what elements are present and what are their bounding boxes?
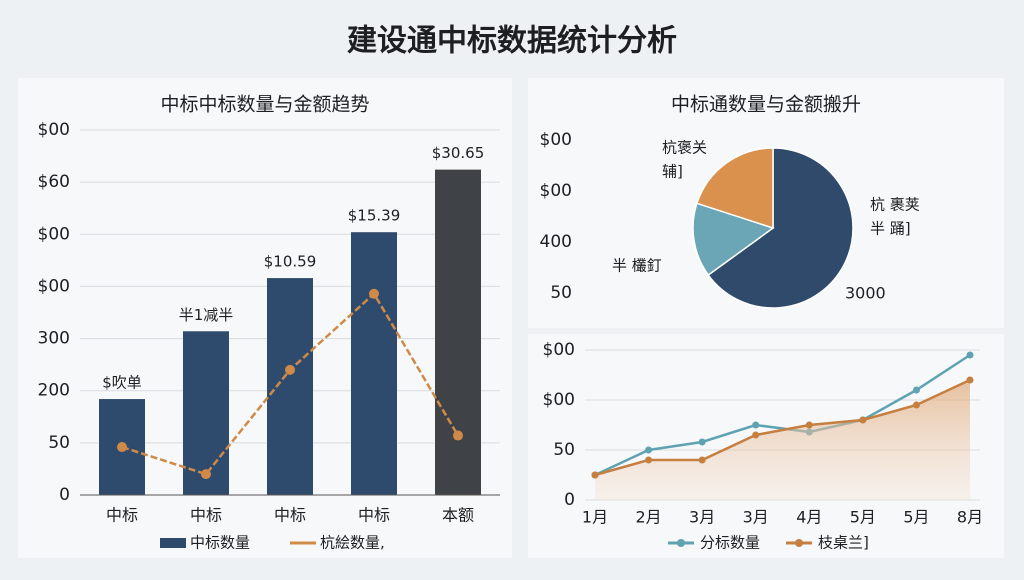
bar — [267, 278, 313, 495]
y-tick-label: 0 — [564, 490, 575, 510]
chart-title: 中标中标数量与金额趋势 — [160, 94, 369, 116]
y-tick-label: $00 — [543, 340, 575, 360]
line — [594, 353, 971, 477]
side-label: 400 — [540, 232, 572, 252]
legend-dot — [795, 539, 803, 547]
page-title: 建设通中标数据统计分析 — [347, 24, 677, 59]
bar-label: 半1减半 — [179, 306, 234, 324]
point — [698, 456, 706, 464]
legend-label: 杭絵数量, — [320, 534, 385, 552]
bar-label: $15.39 — [348, 207, 401, 225]
x-tick-label: 5月 — [850, 508, 876, 527]
bar-label: $10.59 — [264, 253, 317, 271]
x-tick-label: 中标 — [190, 506, 222, 525]
x-tick-label: 中标 — [106, 506, 138, 525]
x-tick-label: 2月 — [635, 508, 661, 527]
x-tick-label: 3月 — [743, 508, 769, 527]
point — [285, 364, 295, 375]
pie-slice — [695, 147, 774, 230]
x-tick-label: 4月 — [796, 508, 822, 527]
y-tick-label: $60 — [38, 172, 70, 192]
x-tick-label: 中标 — [358, 506, 390, 525]
point — [117, 442, 127, 453]
point — [645, 456, 653, 464]
slice-label: 半 踊] — [870, 220, 911, 238]
point — [912, 401, 920, 409]
x-tick-label: 中标 — [274, 506, 306, 525]
slice-label: 杭褒关 — [662, 139, 707, 157]
bar — [183, 331, 229, 495]
area — [595, 380, 970, 500]
point — [201, 469, 211, 480]
side-label: $00 — [540, 181, 572, 201]
x-tick-label: 3月 — [689, 508, 715, 527]
point — [698, 438, 706, 446]
y-tick-label: $00 — [38, 276, 70, 296]
side-label: $00 — [540, 130, 572, 150]
line — [594, 378, 971, 477]
bar — [351, 232, 397, 495]
point — [591, 471, 599, 479]
point — [645, 446, 653, 454]
x-tick-label: 8月 — [957, 508, 983, 527]
y-tick-label: 0 — [59, 485, 70, 505]
slice-label: 半 欉釘 — [612, 257, 662, 275]
bar — [435, 169, 481, 495]
legend-label: 枝桌兰] — [818, 534, 869, 552]
point — [912, 386, 920, 394]
y-tick-label: 300 — [38, 329, 70, 349]
bar-label: $吹单 — [102, 374, 142, 392]
legend-dot — [677, 539, 685, 547]
pie-slice — [692, 202, 775, 277]
chart-title: 中标通数量与金额搬升 — [671, 94, 861, 116]
point — [805, 421, 813, 429]
x-tick-label: 1月 — [582, 508, 608, 527]
y-tick-label: 200 — [38, 381, 70, 401]
y-tick-label: $00 — [543, 390, 575, 410]
side-label: 50 — [550, 283, 572, 303]
legend-swatch — [160, 538, 186, 548]
annotation: 3000 — [845, 284, 886, 303]
point — [966, 376, 974, 384]
legend-label: 中标数量 — [190, 534, 250, 552]
point — [859, 416, 867, 424]
point — [752, 431, 760, 439]
y-tick-label: 50 — [48, 433, 70, 453]
y-tick-label: $00 — [38, 224, 70, 244]
point — [966, 351, 974, 359]
pie-slice — [707, 147, 854, 309]
point — [752, 421, 760, 429]
x-tick-label: 5月 — [903, 508, 929, 527]
point — [453, 430, 463, 441]
bar-label: $30.65 — [432, 144, 485, 162]
x-tick-label: 本额 — [442, 506, 474, 525]
y-tick-label: 50 — [553, 440, 575, 460]
slice-label: 杭 裹荚 — [870, 196, 920, 214]
legend-label: 分标数量 — [700, 534, 760, 552]
y-tick-label: $00 — [38, 120, 70, 140]
slice-label: 辅] — [662, 163, 683, 181]
point — [369, 288, 379, 299]
